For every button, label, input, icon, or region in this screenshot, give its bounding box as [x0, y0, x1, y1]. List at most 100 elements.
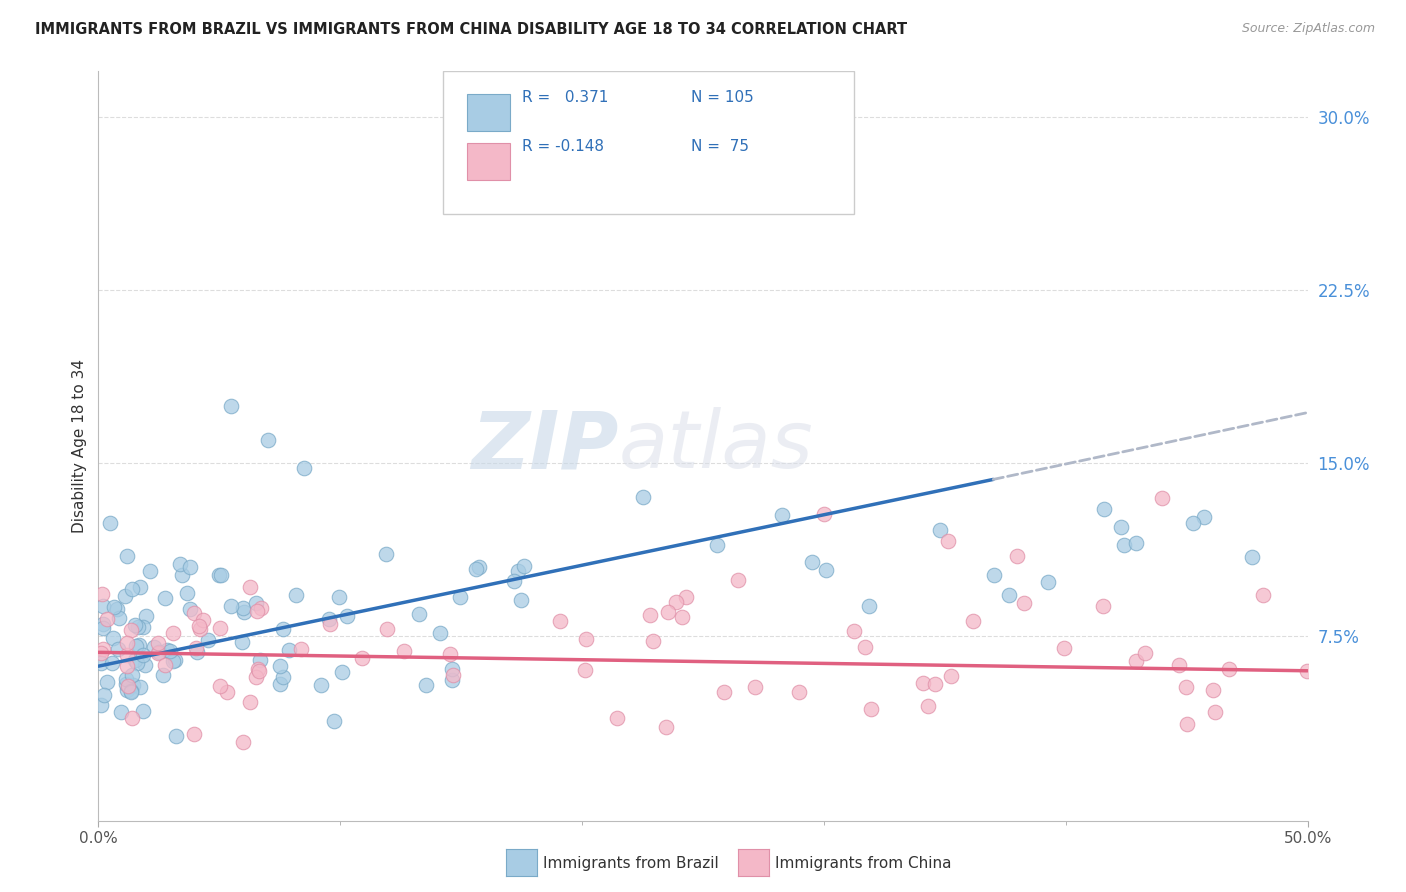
- Point: [159, 643, 181, 657]
- Point: [208, 679, 231, 693]
- Point: [1182, 516, 1205, 530]
- Point: [91, 587, 114, 601]
- Point: [153, 658, 176, 673]
- Point: [269, 659, 291, 673]
- Point: [1168, 658, 1191, 673]
- Point: [245, 597, 267, 611]
- Point: [155, 591, 177, 605]
- Point: [125, 657, 148, 671]
- Point: [322, 714, 344, 729]
- Point: [983, 567, 1005, 582]
- Point: [318, 612, 340, 626]
- Point: [124, 617, 146, 632]
- Point: [1092, 501, 1115, 516]
- Point: [232, 605, 254, 619]
- Point: [172, 568, 194, 582]
- Point: [90, 698, 112, 712]
- Point: [374, 547, 396, 561]
- Point: [179, 559, 201, 574]
- Point: [800, 555, 823, 569]
- Point: [853, 640, 876, 654]
- Point: [271, 670, 294, 684]
- Point: [101, 657, 124, 671]
- Point: [311, 678, 333, 692]
- Point: [1152, 491, 1174, 505]
- Point: [467, 560, 489, 574]
- Point: [938, 534, 960, 549]
- Point: [1240, 550, 1263, 565]
- Point: [219, 599, 242, 613]
- Point: [1053, 640, 1076, 655]
- Point: [290, 641, 312, 656]
- Point: [465, 561, 488, 575]
- Point: [120, 685, 142, 699]
- Point: [924, 676, 946, 690]
- Point: [93, 689, 115, 703]
- Point: [91, 616, 114, 631]
- Point: [998, 588, 1021, 602]
- Point: [1036, 575, 1059, 590]
- Point: [117, 648, 139, 662]
- Point: [121, 711, 143, 725]
- Point: [664, 594, 686, 608]
- FancyBboxPatch shape: [467, 94, 509, 131]
- Point: [328, 590, 350, 604]
- Text: R =   0.371: R = 0.371: [522, 90, 607, 105]
- Point: [186, 645, 208, 659]
- Text: N = 105: N = 105: [690, 90, 754, 105]
- Point: [336, 608, 359, 623]
- Point: [1201, 682, 1223, 697]
- Point: [115, 549, 138, 564]
- Point: [146, 646, 169, 660]
- Point: [221, 399, 243, 413]
- Point: [209, 621, 232, 635]
- Y-axis label: Disability Age 18 to 34: Disability Age 18 to 34: [72, 359, 87, 533]
- Point: [513, 558, 536, 573]
- Point: [842, 624, 865, 638]
- Point: [375, 622, 398, 636]
- Point: [574, 663, 596, 677]
- Point: [245, 670, 267, 684]
- Point: [91, 599, 114, 613]
- Point: [183, 726, 205, 740]
- Point: [250, 600, 273, 615]
- Point: [162, 654, 184, 668]
- Text: Immigrants from China: Immigrants from China: [775, 856, 952, 871]
- Point: [330, 665, 353, 679]
- Point: [101, 631, 124, 645]
- Point: [1007, 549, 1029, 563]
- Point: [127, 620, 149, 634]
- Point: [197, 633, 219, 648]
- Point: [184, 640, 207, 655]
- Point: [928, 524, 950, 538]
- Point: [575, 632, 598, 647]
- Point: [121, 582, 143, 596]
- Point: [350, 651, 373, 665]
- Point: [148, 636, 170, 650]
- Point: [1125, 536, 1147, 550]
- Point: [128, 638, 150, 652]
- Point: [1204, 705, 1226, 719]
- Point: [1177, 716, 1199, 731]
- Point: [860, 701, 883, 715]
- Point: [132, 648, 155, 663]
- Point: [107, 641, 129, 656]
- Point: [96, 674, 118, 689]
- Point: [179, 601, 201, 615]
- Point: [449, 591, 471, 605]
- Point: [115, 636, 138, 650]
- Point: [655, 720, 678, 734]
- Point: [657, 605, 679, 619]
- Point: [121, 668, 143, 682]
- Point: [429, 626, 451, 640]
- Point: [1251, 588, 1274, 602]
- Point: [502, 574, 524, 589]
- Point: [129, 681, 152, 695]
- Point: [156, 642, 179, 657]
- Point: [90, 646, 112, 660]
- Point: [232, 735, 254, 749]
- Point: [124, 639, 146, 653]
- Point: [90, 656, 112, 670]
- Point: [271, 622, 294, 636]
- Point: [392, 643, 415, 657]
